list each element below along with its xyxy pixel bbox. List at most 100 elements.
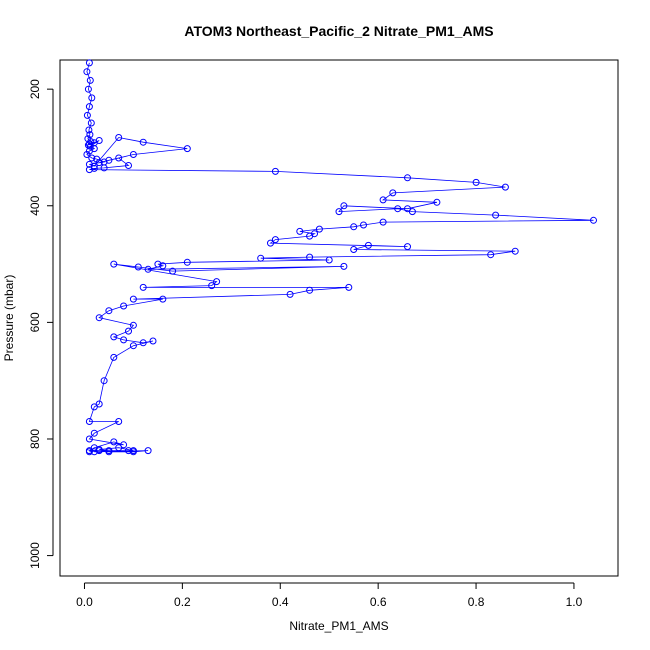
data-point [487,251,495,259]
data-point [88,94,96,102]
data-point [85,103,93,111]
data-point [271,167,279,175]
data-point [83,151,91,158]
data-point [85,166,93,174]
data-point [85,448,93,456]
data-point [125,327,132,335]
data-point [296,227,304,235]
data-point [110,438,118,446]
data-point [257,254,265,262]
data-point [183,258,191,266]
data-point [90,448,98,456]
data-point [90,429,98,437]
data-point [86,76,94,84]
data-point [389,189,397,197]
data-point [105,307,113,315]
x-tick-label: 0.0 [76,595,93,609]
data-point [100,164,108,172]
data-point [306,232,314,240]
y-axis: 200 400 600 800 1000 [28,79,54,569]
data-point [433,198,441,206]
data-point [325,256,333,264]
data-point [335,208,343,216]
data-point [511,247,519,255]
data-point [345,283,353,291]
data-point [404,243,411,251]
data-point [129,151,137,158]
data-point [169,267,177,275]
data-point [286,290,294,298]
data-point [105,448,113,456]
data-point [404,174,411,182]
data-point [95,159,103,167]
data-point [139,138,147,146]
x-axis-label: Nitrate_PM1_AMS [289,619,388,633]
data-point [159,295,167,303]
data-point [125,447,132,455]
data-point [129,321,137,329]
data-point [105,156,113,164]
data-point [492,211,500,219]
data-point [379,218,387,226]
data-point [340,202,348,210]
x-tick-label: 0.4 [272,595,289,609]
data-point [125,162,132,169]
data-point [95,447,103,455]
data-point [83,68,91,76]
data-point [271,236,279,244]
data-point [350,246,358,253]
data-point [86,131,94,139]
data-point [115,154,123,162]
data-point [154,260,162,268]
data-point [115,134,123,141]
data-point [159,262,167,270]
y-tick-label: 400 [28,195,42,215]
data-point [87,119,95,127]
chart-title: ATOM3 Northeast_Pacific_2 Nitrate_PM1_AM… [184,23,493,39]
data-point [95,137,103,144]
y-tick-label: 1000 [28,542,42,569]
data-point [85,435,93,443]
data-point [85,418,93,425]
data-point [139,283,147,291]
data-point [360,221,367,229]
data-point [120,302,128,310]
data-point [129,295,137,303]
data-point [408,208,416,216]
data-point [110,260,118,268]
data-point [134,263,142,271]
data-point [149,337,157,345]
data-point [183,145,191,153]
y-tick-label: 800 [28,429,42,449]
data-point [110,333,118,341]
data-point [90,403,98,411]
data-point [364,241,372,249]
data-point [144,265,152,273]
data-point [115,418,123,425]
data-point [85,126,93,134]
data-point [394,205,402,213]
data-point [590,216,597,224]
data-point [306,286,314,294]
series-line [86,62,594,453]
data-point [501,183,509,191]
data-point [90,162,98,170]
data-point [144,447,152,455]
data-point [86,142,94,150]
data-point [83,111,91,119]
data-point [85,59,93,67]
y-tick-label: 600 [28,312,42,332]
data-point [100,377,108,385]
x-tick-label: 0.6 [370,595,387,609]
x-axis: 0.0 0.2 0.4 0.6 0.8 1.0 [76,582,583,609]
x-tick-label: 0.8 [468,595,485,609]
data-point [350,223,358,231]
data-point [340,262,348,270]
y-tick-label: 200 [28,79,42,99]
data-point [129,342,137,350]
data-point [84,85,92,93]
data-point [115,444,123,452]
data-point [95,314,103,322]
